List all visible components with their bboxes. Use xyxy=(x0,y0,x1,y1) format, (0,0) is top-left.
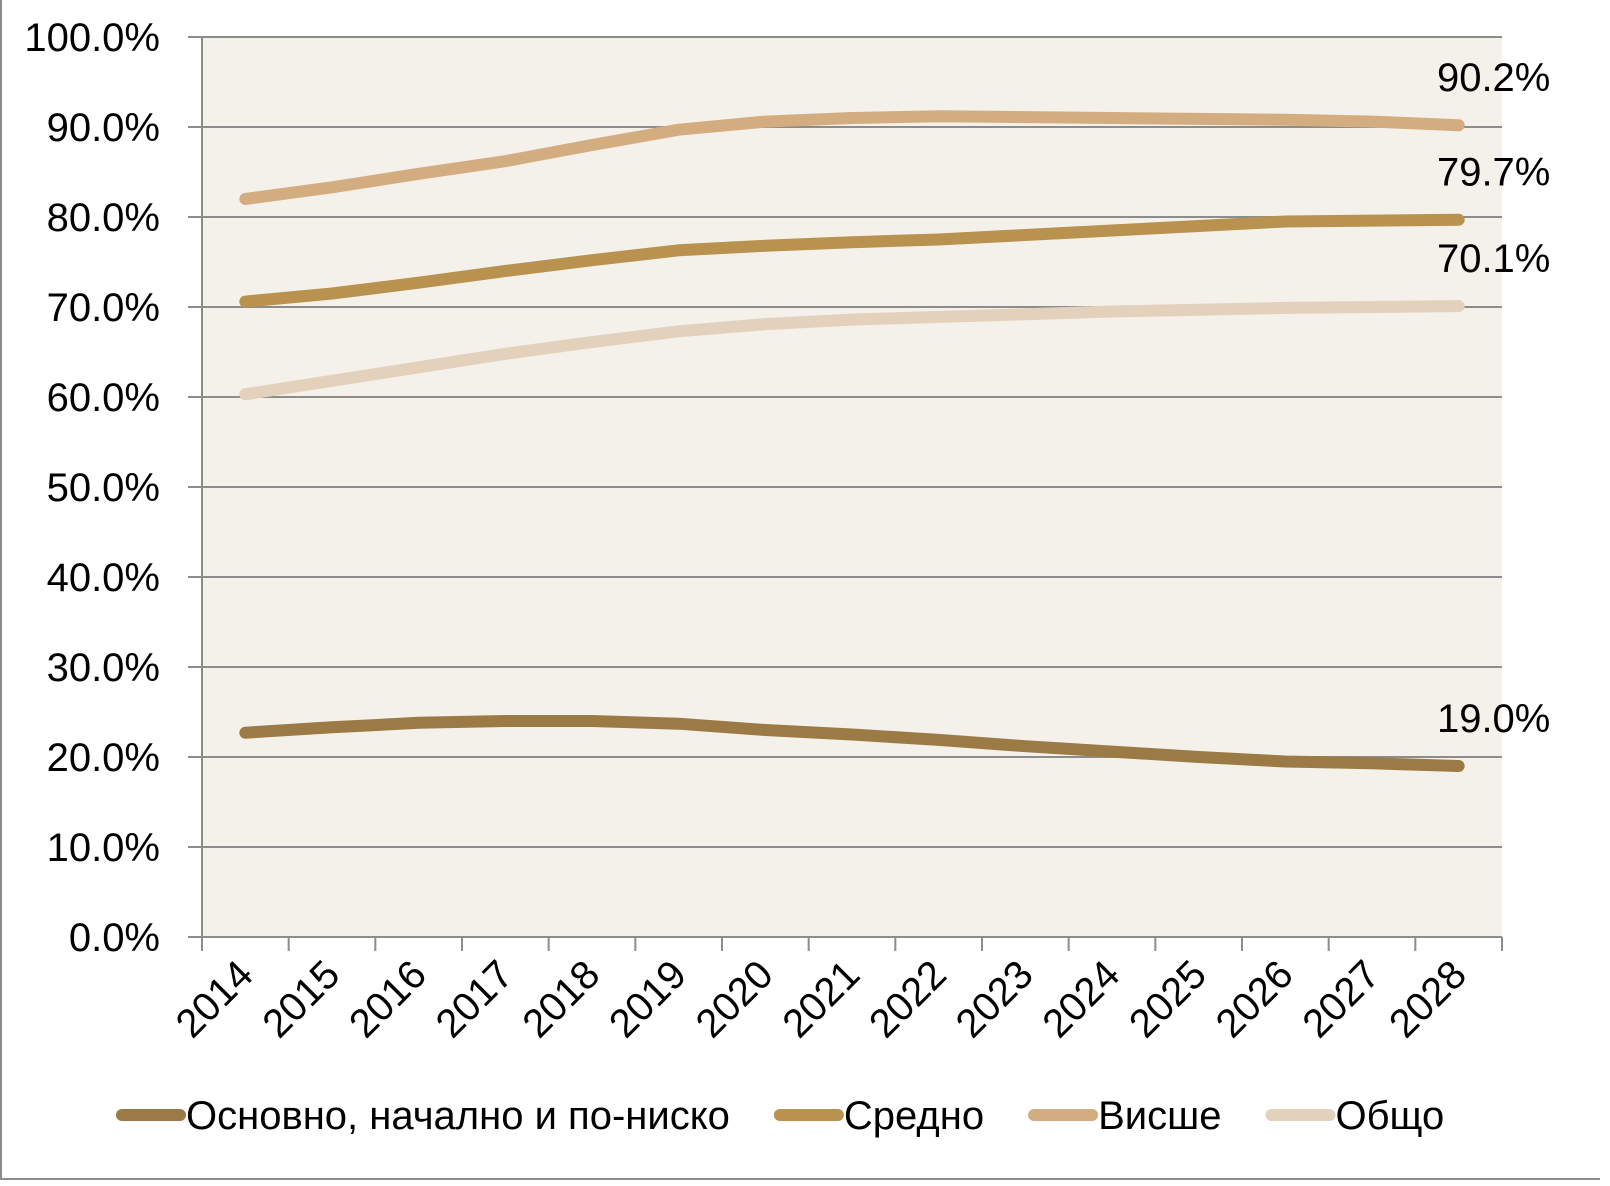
series-line xyxy=(239,300,1465,401)
legend-label: Основно, начално и по-ниско xyxy=(186,1094,730,1138)
end-labels: 19.0% 79.7% 90.2% 70.1% xyxy=(1437,56,1550,741)
series-lines xyxy=(239,110,1465,772)
x-tick-label: 2023 xyxy=(948,952,1042,1046)
x-tick-label: 2028 xyxy=(1381,952,1475,1046)
y-axis-ticks: 0.0% 10.0% 20.0% 30.0% 40.0% 50.0% 60.0% 70.0% 8… xyxy=(24,16,160,960)
end-value-label: 90.2% xyxy=(1437,56,1550,100)
legend-label: Общо xyxy=(1335,1094,1444,1138)
legend: Основно, начално и по-ниско Средно Висше Об… xyxy=(116,1094,1444,1138)
legend-label: Средно xyxy=(844,1094,984,1138)
x-tick-label: 2016 xyxy=(341,952,435,1046)
y-tick-label: 50.0% xyxy=(47,466,160,510)
axes xyxy=(201,37,1503,951)
y-tick-label: 0.0% xyxy=(69,916,160,960)
end-value-label: 79.7% xyxy=(1437,151,1550,195)
x-tick-label: 2020 xyxy=(688,952,782,1046)
x-tick-label: 2026 xyxy=(1208,952,1302,1046)
x-tick-label: 2027 xyxy=(1294,952,1388,1046)
x-tick-label: 2015 xyxy=(254,952,348,1046)
y-tick-label: 70.0% xyxy=(47,286,160,330)
x-tick-label: 2024 xyxy=(1034,952,1128,1046)
x-tick-label: 2017 xyxy=(428,952,522,1046)
x-tick-label: 2014 xyxy=(168,952,262,1046)
end-value-label: 19.0% xyxy=(1437,697,1550,741)
y-tick-label: 10.0% xyxy=(47,826,160,870)
series-line xyxy=(239,110,1465,205)
end-value-label: 70.1% xyxy=(1437,237,1550,281)
y-tick-label: 90.0% xyxy=(47,106,160,150)
x-tick-label: 2025 xyxy=(1121,952,1215,1046)
x-tick-label: 2018 xyxy=(514,952,608,1046)
y-tick-label: 100.0% xyxy=(24,16,160,60)
legend-label: Висше xyxy=(1098,1094,1221,1138)
y-tick-label: 60.0% xyxy=(47,376,160,420)
y-tick-label: 20.0% xyxy=(47,736,160,780)
series-line xyxy=(239,715,1465,772)
x-tick-label: 2022 xyxy=(861,952,955,1046)
x-axis-ticks: 2014201520162017201820192020202120222023… xyxy=(168,952,1475,1046)
y-tick-label: 80.0% xyxy=(47,196,160,240)
x-tick-label: 2019 xyxy=(601,952,695,1046)
y-tick-label: 40.0% xyxy=(47,556,160,600)
y-tick-label: 30.0% xyxy=(47,646,160,690)
x-tick-label: 2021 xyxy=(774,952,868,1046)
gridlines xyxy=(188,36,1502,938)
series-line xyxy=(239,213,1465,308)
